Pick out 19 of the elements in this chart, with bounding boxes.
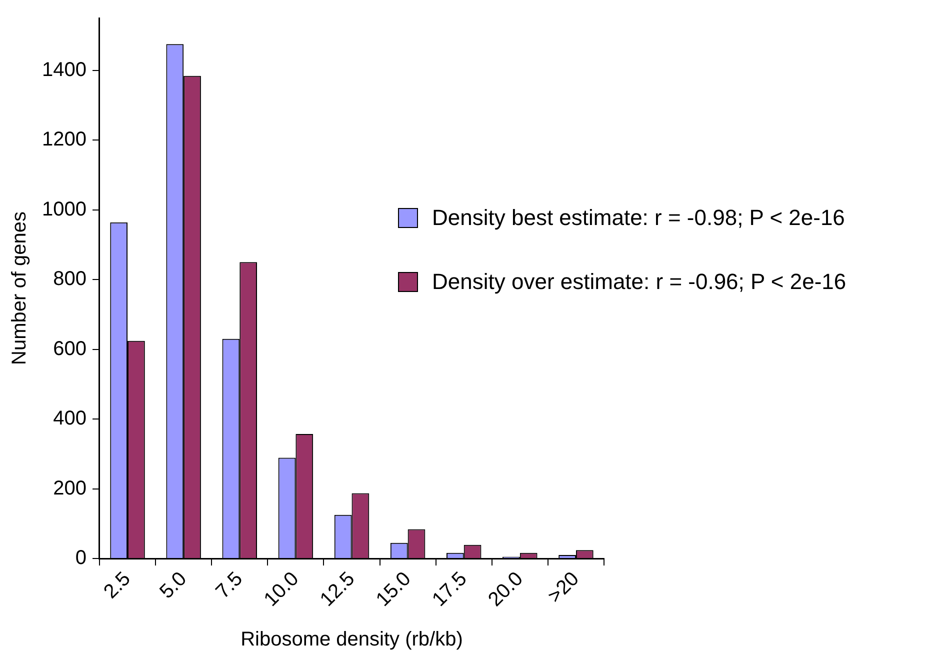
y-tick-label: 1000 <box>42 198 86 220</box>
x-axis-title: Ribosome density (rb/kb) <box>240 628 463 651</box>
y-tick-label: 1400 <box>42 58 86 81</box>
y-axis-title: Number of genes <box>8 212 31 365</box>
x-tick-label: 15.0 <box>372 568 416 611</box>
legend-label: Density best estimate: r = -0.98; P < 2e-16 <box>432 205 845 231</box>
x-tick-label: 10.0 <box>260 568 304 611</box>
y-tick-label: 400 <box>53 408 86 430</box>
x-tick-label: 20.0 <box>484 568 528 611</box>
x-tick-label: 7.5 <box>212 568 248 604</box>
y-tick-label: 200 <box>53 477 86 500</box>
y-tick-label: 800 <box>53 268 86 290</box>
x-tick-label: 2.5 <box>100 568 135 604</box>
y-tick-label: 0 <box>75 547 86 570</box>
y-tick-label: 1200 <box>42 128 86 151</box>
y-tick-label: 600 <box>53 338 86 360</box>
x-tick-label: >20 <box>544 568 584 608</box>
x-tick-label: 5.0 <box>156 568 192 604</box>
legend-label: Density over estimate: r = -0.96; P < 2e-16 <box>432 269 846 295</box>
